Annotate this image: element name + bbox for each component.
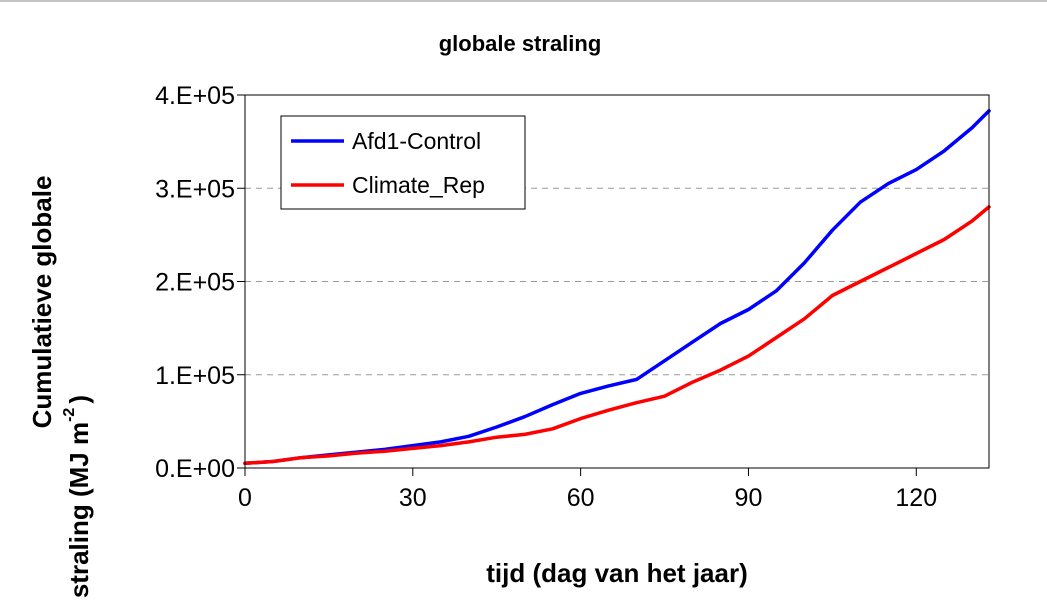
y-tick-label: 3.E+05 <box>155 175 235 203</box>
x-axis-label: tijd (dag van het jaar) <box>486 558 748 588</box>
y-axis-label-superscript: -2 <box>61 408 78 422</box>
x-tick-label: 60 <box>567 484 595 512</box>
y-axis-label-line2: straling (MJ m-2) <box>61 395 94 598</box>
x-axis-ticks: 0 30 60 90 120 <box>238 468 937 512</box>
legend-box <box>280 115 526 210</box>
chart-title: globale straling <box>439 31 602 56</box>
x-tick-label: 0 <box>238 484 252 512</box>
legend-label-climate-rep: Climate_Rep <box>352 172 485 198</box>
legend: Afd1-Control Climate_Rep <box>280 115 526 210</box>
series-lines <box>243 109 991 466</box>
y-axis-ticks: 0.E+00 1.E+05 2.E+05 3.E+05 4.E+05 <box>155 82 245 483</box>
grid-lines <box>245 187 989 376</box>
x-tick-label: 30 <box>399 484 427 512</box>
y-tick-label: 1.E+05 <box>155 362 235 390</box>
legend-label-afd1-control: Afd1-Control <box>352 128 481 154</box>
x-tick-label: 90 <box>735 484 763 512</box>
x-tick-label: 120 <box>895 484 937 512</box>
y-tick-label: 2.E+05 <box>155 269 235 297</box>
y-tick-label: 0.E+00 <box>155 455 235 483</box>
y-axis-label-line2-main: straling (MJ m <box>64 422 94 598</box>
y-tick-label: 4.E+05 <box>155 82 235 110</box>
series-line-climate-rep <box>243 205 991 466</box>
y-axis-label-close: ) <box>64 395 94 404</box>
y-axis-label-line1: Cumulatieve globale <box>27 176 57 429</box>
